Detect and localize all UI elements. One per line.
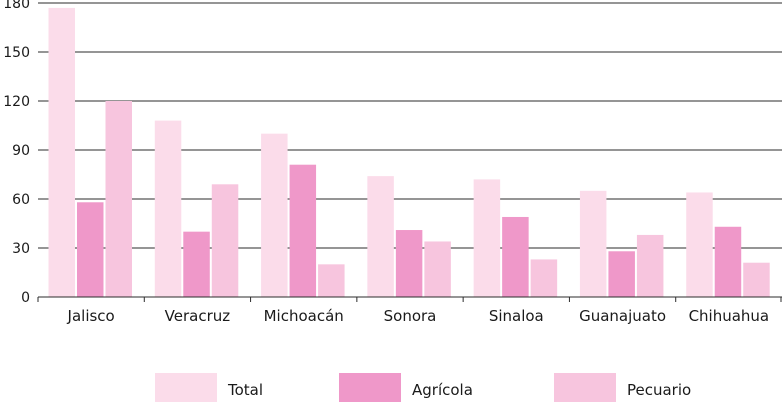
y-tick-label: 0 [21, 290, 30, 306]
bar-agrcola-3 [395, 230, 423, 297]
bar-agrcola-6 [714, 226, 742, 297]
legend-swatch [155, 373, 217, 402]
y-tick-label: 90 [12, 143, 30, 159]
bar-pecuario-0 [105, 101, 132, 297]
bar-agrcola-5 [608, 251, 635, 297]
bar-agrcola-1 [183, 231, 210, 297]
legend-label: Pecuario [627, 381, 691, 399]
legend-swatch [339, 373, 401, 402]
category-label: Sinaloa [489, 307, 544, 325]
bar-total-2 [261, 133, 288, 297]
y-axis-ticks: 0 30 60 90 120 150 180 [3, 0, 30, 306]
y-tick-label: 180 [3, 0, 30, 12]
bar-pecuario-5 [636, 234, 664, 297]
category-label: Veracruz [165, 307, 231, 325]
y-tick-label: 30 [12, 241, 30, 257]
category-label: Sonora [384, 307, 437, 325]
category-label: Guanajuato [579, 307, 666, 325]
bar-pecuario-3 [424, 241, 451, 297]
bar-agrcola-0 [77, 202, 104, 297]
bars [48, 7, 770, 298]
bar-pecuario-2 [318, 264, 345, 297]
bar-agrcola-2 [289, 164, 317, 297]
y-tick-label: 120 [3, 94, 30, 110]
bar-total-3 [367, 176, 394, 297]
gridlines [38, 2, 782, 249]
bar-agrcola-4 [502, 216, 529, 297]
legend-label: Total [227, 381, 263, 399]
legend: Total Agrícola Pecuario [155, 373, 691, 402]
bar-total-5 [579, 190, 607, 297]
legend-item: Agrícola [339, 373, 473, 402]
x-axis [37, 296, 782, 302]
legend-item: Pecuario [554, 373, 691, 402]
legend-swatch [554, 373, 616, 402]
bar-pecuario-6 [743, 262, 770, 297]
bar-total-0 [48, 7, 75, 298]
category-label: Michoacán [264, 307, 344, 325]
bar-pecuario-1 [211, 184, 239, 297]
bar-total-6 [686, 192, 713, 297]
y-tick-label: 150 [3, 45, 30, 61]
bar-pecuario-4 [530, 259, 558, 297]
category-label: Jalisco [67, 307, 115, 325]
bar-total-1 [154, 120, 182, 297]
bar-total-4 [473, 179, 501, 297]
category-labels: Jalisco Veracruz Michoacán Sonora Sinaloa Gua… [67, 307, 770, 325]
category-label: Chihuahua [689, 307, 770, 325]
legend-label: Agrícola [412, 381, 473, 399]
legend-item: Total [155, 373, 263, 402]
y-tick-label: 60 [12, 192, 30, 208]
